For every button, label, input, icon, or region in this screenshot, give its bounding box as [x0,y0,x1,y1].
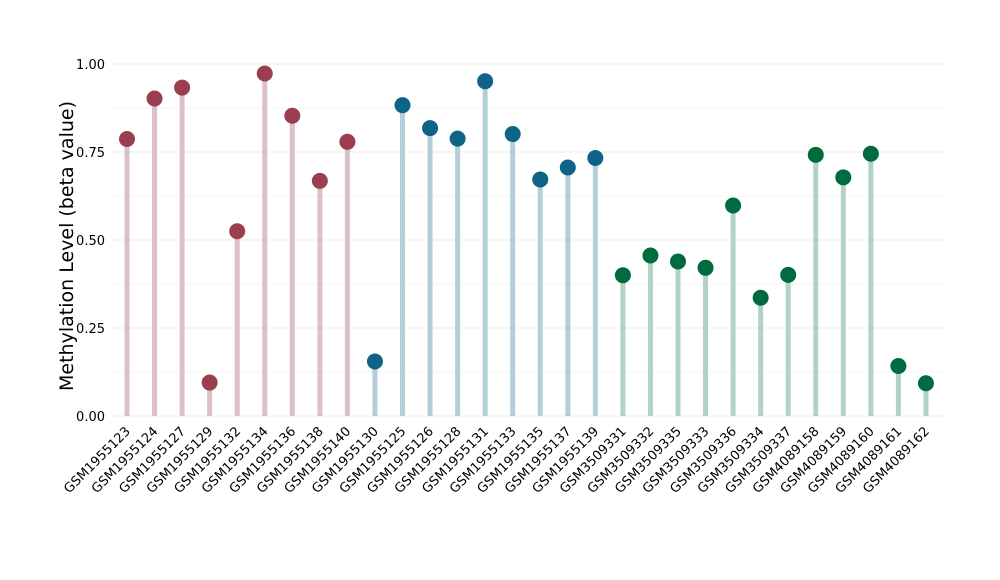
lollipop-dot [835,169,852,186]
lollipop-dots [119,65,934,392]
lollipop-dot [366,353,383,370]
y-tick-label: 1.00 [76,58,105,73]
lollipop-dot [256,65,273,82]
lollipop-dot [229,223,246,240]
lollipop-dot [422,120,439,137]
lollipop-dot [697,259,714,276]
lollipop-dot [670,253,686,270]
y-axis-ticks: 0.00 0.25 0.50 0.75 1.00 [76,58,105,425]
lollipop-dot [780,266,797,283]
lollipop-dot [752,289,769,306]
lollipop-stems [124,73,929,416]
lollipop-dot [532,171,549,188]
lollipop-dot [587,149,604,166]
lollipop-dot [339,133,356,150]
y-tick-label: 0.50 [76,234,105,249]
lollipop-dot [917,375,934,392]
y-axis-label: Methylation Level (beta value) [56,101,78,391]
lollipop-dot [890,358,907,375]
y-tick-label: 0.75 [76,146,105,161]
y-tick-label: 0.00 [76,410,105,425]
x-axis-ticks: GSM1955123GSM1955124GSM1955127GSM1955129… [61,424,932,496]
lollipop-dot [311,172,328,189]
lollipop-dot [559,159,576,176]
lollipop-dot [119,130,135,147]
lollipop-dot [725,197,742,214]
lollipop-dot [477,73,494,90]
y-tick-label: 0.25 [76,322,105,337]
lollipop-dot [394,97,411,114]
lollipop-dot [642,247,659,264]
lollipop-dot [807,146,824,163]
grid-lines [112,63,944,417]
lollipop-dot [201,374,218,391]
lollipop-dot [449,130,466,147]
lollipop-dot [614,267,631,284]
lollipop-dot [146,90,163,107]
lollipop-dot [174,79,191,96]
lollipop-dot [504,126,521,143]
lollipop-dot [862,145,879,162]
lollipop-dot [284,107,301,124]
